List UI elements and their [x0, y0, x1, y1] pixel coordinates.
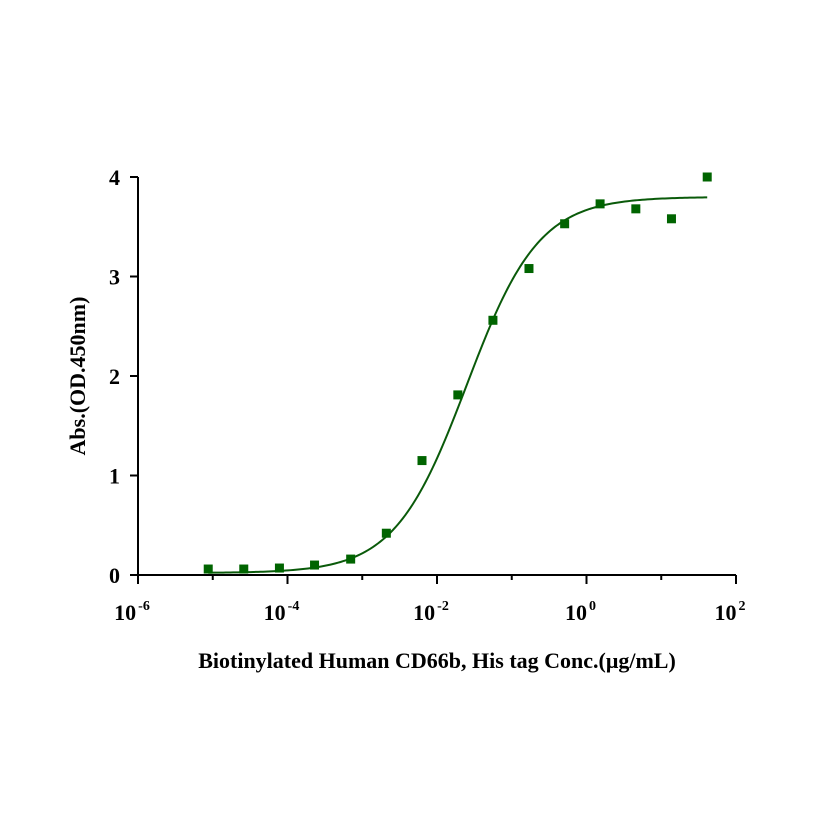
axis-labels: Biotinylated Human CD66b, His tag Conc.(… [65, 297, 676, 673]
data-point [310, 560, 320, 570]
data-point [595, 199, 605, 209]
x-tick-label: 10 -4 [264, 599, 300, 625]
data-point [381, 528, 391, 538]
y-tick-label: 1 [109, 464, 120, 489]
data-point [631, 204, 641, 214]
data-point [702, 172, 712, 182]
y-tick-label: 0 [109, 563, 120, 588]
x-axis-title: Biotinylated Human CD66b, His tag Conc.(… [198, 648, 676, 673]
data-points-layer [203, 172, 712, 574]
data-point [560, 219, 570, 229]
data-point [524, 264, 534, 274]
y-tick-label: 2 [109, 364, 120, 389]
y-axis-title: Abs.(OD.450nm) [65, 297, 90, 456]
data-point [239, 564, 249, 574]
fit-curve-layer [208, 196, 708, 574]
x-tick-label: 10 -6 [114, 599, 150, 625]
x-tick-label: 10 -2 [413, 599, 449, 625]
data-point [417, 456, 427, 466]
y-tick-label: 4 [109, 165, 120, 190]
data-point [274, 563, 284, 573]
data-point [488, 315, 498, 325]
data-point [203, 564, 213, 574]
data-point [453, 390, 463, 400]
data-point [666, 214, 676, 224]
x-tick-label: 10 2 [715, 599, 746, 625]
data-point [346, 554, 356, 564]
x-tick-label: 10 0 [565, 599, 596, 625]
axes: 0 1 2 3 4 10 -6 10 -4 10 -2 10 0 10 2 [109, 165, 746, 625]
fit-curve [208, 196, 708, 574]
y-tick-label: 3 [109, 265, 120, 290]
